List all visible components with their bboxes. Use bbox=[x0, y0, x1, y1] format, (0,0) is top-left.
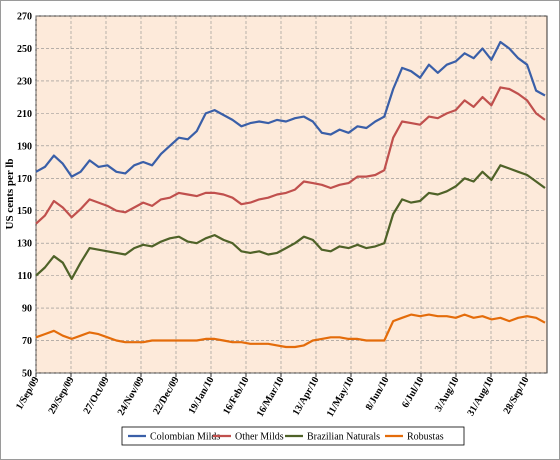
y-tick-label: 230 bbox=[17, 76, 32, 87]
y-tick-label: 190 bbox=[17, 141, 32, 152]
x-tick-label: 29/Sep/09 bbox=[47, 375, 77, 416]
y-tick-label: 110 bbox=[18, 271, 32, 282]
x-tick-label: 13/Apr/10 bbox=[291, 375, 322, 418]
series-line-1 bbox=[35, 86, 546, 225]
x-tick-label: 16/Mar/10 bbox=[255, 375, 287, 419]
plot-area bbox=[35, 15, 548, 374]
x-tick-label: 1/Sep/09 bbox=[14, 375, 42, 412]
x-axis: 1/Sep/09 29/Sep/09 27/Oct/09 24/Nov/09 22/De… bbox=[14, 373, 532, 419]
y-tick-label: 90 bbox=[22, 304, 32, 315]
series-lines bbox=[35, 40, 546, 349]
x-tick-label: 27/Oct/09 bbox=[82, 375, 112, 416]
x-tick-label: 11/May/10 bbox=[325, 375, 357, 419]
y-axis: 50 70 90 110 130 150 170 190 210 230 250 270 bbox=[17, 12, 32, 380]
x-tick-label: 8/Jun/10 bbox=[364, 375, 392, 412]
x-tick-label: 31/Aug/10 bbox=[465, 375, 496, 418]
x-tick-label: 28/Sep/10 bbox=[502, 375, 532, 416]
legend: Colombian Milds Other Milds Brazilian Natu… bbox=[121, 426, 465, 446]
x-tick-label: 22/Dec/09 bbox=[151, 375, 181, 417]
legend-label: Other Milds bbox=[235, 432, 284, 443]
x-tick-label: 16/Feb/10 bbox=[221, 375, 251, 417]
y-tick-label: 130 bbox=[17, 239, 32, 250]
y-tick-label: 210 bbox=[17, 109, 32, 120]
y-tick-label: 50 bbox=[22, 369, 32, 380]
legend-label: Brazilian Naturals bbox=[307, 432, 380, 443]
series-line-3 bbox=[35, 313, 546, 349]
legend-label: Colombian Milds bbox=[150, 432, 220, 443]
legend-label: Robustas bbox=[407, 432, 444, 443]
x-tick-label: 3/Aug/10 bbox=[433, 375, 462, 414]
x-tick-label: 6/Jul/10 bbox=[400, 375, 426, 410]
series-line-2 bbox=[35, 164, 546, 280]
y-tick-label: 250 bbox=[17, 44, 32, 55]
x-tick-label: 24/Nov/09 bbox=[116, 375, 147, 418]
y-tick-label: 150 bbox=[17, 206, 32, 217]
x-tick-label: 19/Jan/10 bbox=[187, 375, 217, 416]
series-line-0 bbox=[35, 40, 546, 178]
y-tick-label: 270 bbox=[17, 12, 32, 23]
grid-lines bbox=[35, 15, 547, 374]
y-tick-label: 70 bbox=[22, 336, 32, 347]
y-tick-label: 170 bbox=[17, 174, 32, 185]
y-axis-label: US cents per lb bbox=[4, 159, 16, 230]
